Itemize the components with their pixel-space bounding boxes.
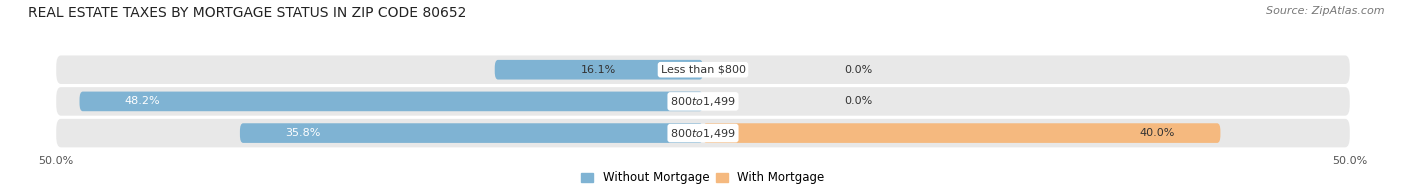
Text: REAL ESTATE TAXES BY MORTGAGE STATUS IN ZIP CODE 80652: REAL ESTATE TAXES BY MORTGAGE STATUS IN …	[28, 6, 467, 20]
FancyBboxPatch shape	[703, 123, 1220, 143]
FancyBboxPatch shape	[56, 119, 1350, 147]
Text: 0.0%: 0.0%	[844, 96, 872, 106]
FancyBboxPatch shape	[495, 60, 703, 80]
Text: Source: ZipAtlas.com: Source: ZipAtlas.com	[1267, 6, 1385, 16]
Text: 48.2%: 48.2%	[125, 96, 160, 106]
Text: Less than $800: Less than $800	[661, 65, 745, 75]
Legend: Without Mortgage, With Mortgage: Without Mortgage, With Mortgage	[576, 167, 830, 189]
Text: 40.0%: 40.0%	[1140, 128, 1175, 138]
Text: $800 to $1,499: $800 to $1,499	[671, 127, 735, 140]
FancyBboxPatch shape	[240, 123, 703, 143]
Text: 35.8%: 35.8%	[285, 128, 321, 138]
FancyBboxPatch shape	[80, 92, 703, 111]
FancyBboxPatch shape	[56, 55, 1350, 84]
Text: 0.0%: 0.0%	[844, 65, 872, 75]
Text: 16.1%: 16.1%	[581, 65, 616, 75]
FancyBboxPatch shape	[56, 87, 1350, 116]
Text: $800 to $1,499: $800 to $1,499	[671, 95, 735, 108]
